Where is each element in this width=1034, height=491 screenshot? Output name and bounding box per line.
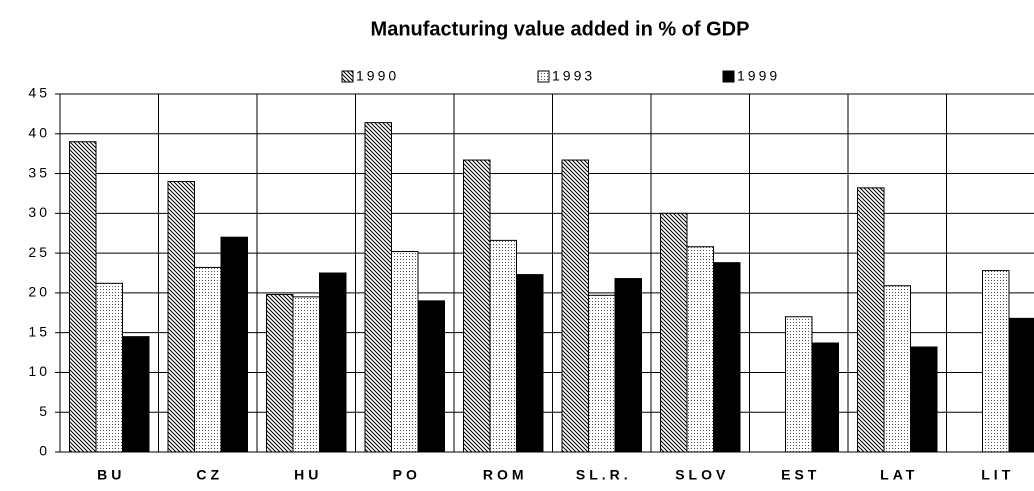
y-tick-label: 30: [28, 204, 50, 220]
x-tick-label: PO: [393, 467, 421, 483]
bar: [686, 246, 714, 453]
y-tick-label: 0: [39, 443, 50, 459]
bar: [614, 278, 642, 453]
bar: [69, 141, 97, 453]
bar: [561, 159, 589, 453]
legend-label: 1999: [737, 68, 780, 84]
bar: [489, 239, 517, 453]
bar: [910, 346, 938, 453]
y-tick-label: 45: [28, 85, 50, 101]
bar: [364, 122, 392, 453]
bar: [194, 266, 222, 453]
bar: [167, 181, 195, 453]
y-tick-label: 20: [28, 284, 50, 300]
bar: [391, 251, 419, 453]
legend-swatch: [537, 70, 550, 83]
x-tick-label: LAT: [880, 467, 918, 483]
bar: [588, 294, 616, 453]
x-tick-label: HU: [294, 467, 322, 483]
bar: [811, 342, 839, 453]
bar: [660, 212, 688, 453]
x-tick-label: EST: [781, 467, 820, 483]
bar: [122, 336, 150, 453]
bar: [220, 236, 248, 453]
bar: [266, 293, 294, 453]
y-tick-label: 40: [28, 124, 50, 140]
bar: [713, 262, 741, 453]
y-tick-label: 5: [39, 403, 50, 419]
x-tick-label: BU: [97, 467, 125, 483]
bar: [463, 159, 491, 453]
bar: [785, 316, 813, 453]
bar: [516, 274, 544, 453]
x-tick-label: ROM: [483, 467, 528, 483]
bar: [857, 187, 885, 453]
bar: [417, 300, 445, 453]
bar: [319, 272, 347, 453]
legend-swatch: [341, 70, 354, 83]
bar: [883, 285, 911, 453]
y-tick-label: 10: [28, 363, 50, 379]
bar: [982, 270, 1010, 453]
legend-swatch: [722, 70, 735, 83]
x-tick-label: CZ: [196, 467, 223, 483]
y-tick-label: 35: [28, 164, 50, 180]
x-tick-label: SLOV: [675, 467, 729, 483]
bar: [1008, 317, 1034, 453]
bar: [292, 296, 320, 453]
x-tick-label: LIT: [981, 467, 1014, 483]
chart-title: Manufacturing value added in % of GDP: [371, 18, 750, 40]
legend-label: 1990: [356, 68, 399, 84]
legend-label: 1993: [552, 68, 595, 84]
x-tick-label: SL.R.: [576, 467, 632, 483]
bar: [95, 282, 123, 453]
y-tick-label: 15: [28, 323, 50, 339]
y-tick-label: 25: [28, 244, 50, 260]
